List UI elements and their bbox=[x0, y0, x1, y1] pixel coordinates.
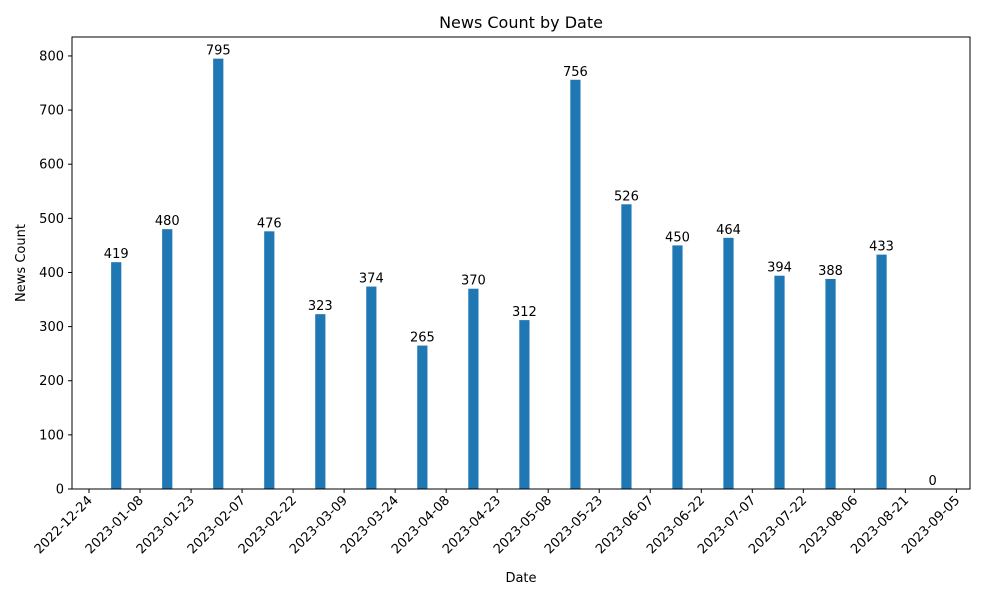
bar bbox=[570, 79, 581, 489]
bars-group bbox=[111, 58, 887, 490]
y-tick-label: 0 bbox=[56, 483, 64, 498]
x-axis-label: Date bbox=[505, 571, 536, 586]
bar bbox=[264, 231, 275, 489]
y-axis-label: News Count bbox=[14, 224, 29, 302]
bar bbox=[213, 58, 224, 490]
data-label: 394 bbox=[767, 261, 792, 276]
bar bbox=[672, 245, 683, 489]
y-tick-label: 800 bbox=[39, 49, 64, 64]
chart-title: News Count by Date bbox=[439, 13, 603, 32]
bar bbox=[315, 314, 326, 489]
data-label: 388 bbox=[818, 264, 843, 279]
y-tick-label: 100 bbox=[39, 428, 64, 443]
bar bbox=[825, 278, 836, 489]
y-tick-label: 300 bbox=[39, 320, 64, 335]
bar bbox=[519, 320, 530, 489]
bar bbox=[417, 345, 428, 489]
bar bbox=[162, 229, 173, 490]
data-label: 323 bbox=[308, 299, 333, 314]
data-label: 476 bbox=[257, 216, 282, 231]
bar bbox=[774, 275, 785, 489]
y-tick-label: 200 bbox=[39, 374, 64, 389]
plot-frame bbox=[71, 36, 971, 490]
bar bbox=[366, 286, 377, 489]
data-labels-group: 419 480 795 476 323 374 265 370 312 756 526 450 464 3… bbox=[104, 44, 937, 489]
data-label: 312 bbox=[512, 305, 537, 320]
x-axis: 2022-12-242023-01-082023-01-232023-02-07… bbox=[32, 489, 963, 557]
data-label: 756 bbox=[563, 65, 588, 80]
data-label: 450 bbox=[665, 230, 690, 245]
data-label: 433 bbox=[869, 240, 894, 255]
y-tick-label: 500 bbox=[39, 212, 64, 227]
data-label: 795 bbox=[206, 44, 231, 59]
bar bbox=[621, 204, 632, 489]
bar bbox=[468, 288, 479, 489]
data-label: 480 bbox=[155, 214, 180, 229]
y-tick-label: 400 bbox=[39, 266, 64, 281]
data-label: 370 bbox=[461, 274, 486, 289]
data-label: 526 bbox=[614, 189, 639, 204]
data-label: 464 bbox=[716, 223, 741, 238]
y-tick-label: 600 bbox=[39, 158, 64, 173]
bar bbox=[876, 254, 887, 489]
data-label: 374 bbox=[359, 272, 384, 287]
y-axis: 0 100 200 300 400 500 600 700 800 bbox=[39, 49, 72, 498]
data-label: 265 bbox=[410, 331, 435, 346]
bar bbox=[111, 262, 122, 489]
data-label: 0 bbox=[928, 474, 936, 489]
y-tick-label: 700 bbox=[39, 104, 64, 119]
bar bbox=[723, 237, 734, 489]
data-label: 419 bbox=[104, 247, 129, 262]
